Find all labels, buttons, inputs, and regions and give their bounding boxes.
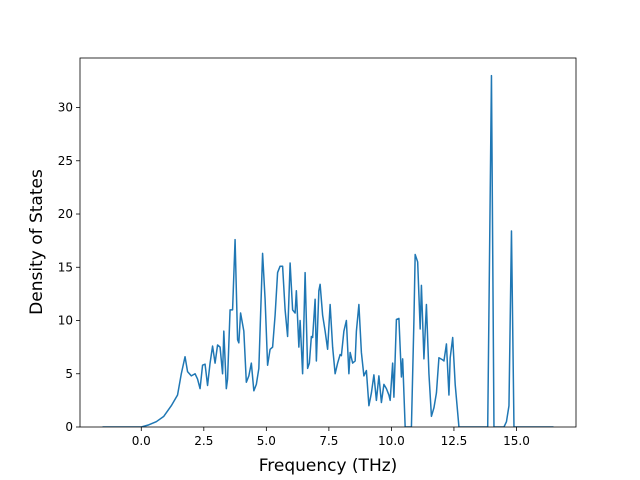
line-series [102, 74, 554, 427]
y-tick-label: 15 [58, 260, 73, 274]
x-tick-label: 12.5 [441, 434, 468, 448]
y-tick-label: 30 [58, 101, 73, 115]
x-tick-label: 0.0 [132, 434, 151, 448]
axes-frame [79, 57, 577, 428]
x-axis-label: Frequency (THz) [259, 456, 398, 476]
y-tick-label: 5 [65, 367, 73, 381]
x-tick-label: 7.5 [319, 434, 338, 448]
y-axis-label: Density of States [27, 169, 47, 315]
y-tick-label: 20 [58, 207, 73, 221]
y-tick-label: 10 [58, 314, 73, 328]
y-tick-label: 25 [58, 154, 73, 168]
x-tick-label: 10.0 [378, 434, 405, 448]
x-tick-label: 2.5 [194, 434, 213, 448]
y-tick-label: 0 [65, 420, 73, 434]
x-tick-label: 5.0 [257, 434, 276, 448]
x-tick-label: 15.0 [503, 434, 530, 448]
